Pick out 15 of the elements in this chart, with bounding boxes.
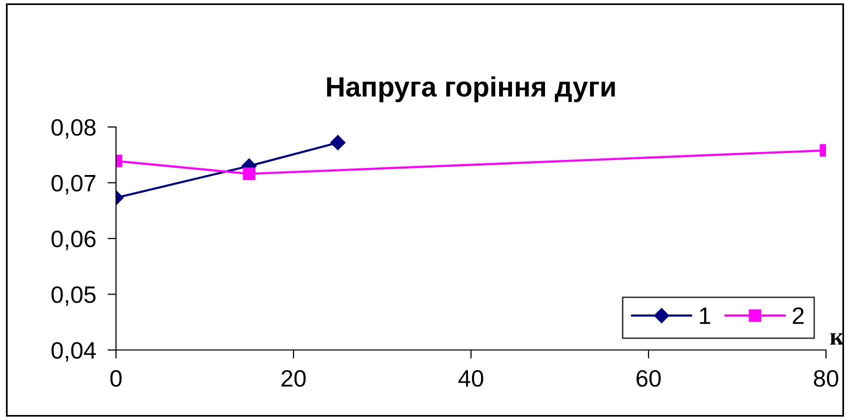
- y-tick-label: 0,05: [52, 286, 96, 306]
- y-tick-label: 0,07: [52, 174, 96, 194]
- x-tick-label: 20: [282, 370, 306, 387]
- legend-label: 2: [792, 307, 804, 324]
- x-tick-label: 80: [814, 370, 838, 387]
- y-tick-label: 0,04: [52, 342, 96, 362]
- point: [330, 135, 346, 150]
- x-tick-label: 60: [636, 370, 661, 387]
- chart-title: Напруга горіння дуги: [327, 76, 615, 102]
- y-tick-label: 0,08: [52, 119, 96, 139]
- x-tick-label: 0: [110, 370, 122, 387]
- x-axis-title: к: [830, 333, 844, 345]
- y-tick-label: 0,06: [52, 230, 96, 250]
- x-tick-label: 40: [458, 370, 484, 387]
- legend-label: 1: [700, 308, 710, 324]
